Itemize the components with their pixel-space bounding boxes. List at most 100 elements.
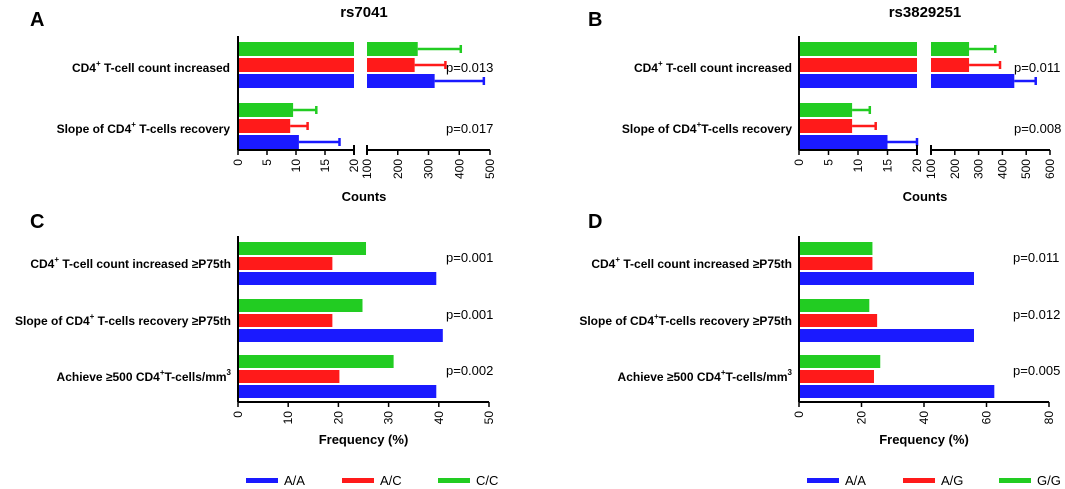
panel-d: D CD4+ T-cell count increased ≥P75th p=0.0… <box>579 211 1061 488</box>
category-label: CD4+ T-cell count increased <box>72 59 230 75</box>
x-tick-label: 300 <box>422 159 436 179</box>
x-tick-label: 40 <box>917 411 931 425</box>
x-tick-label: 40 <box>432 411 446 425</box>
bar-GG <box>799 299 870 312</box>
legend-label: A/A <box>284 473 305 488</box>
bar-CC <box>238 299 363 312</box>
panel-letter: A <box>30 9 44 31</box>
legend-label: G/G <box>1037 473 1061 488</box>
x-tick-label: 0 <box>792 159 806 166</box>
bar-AA <box>238 272 437 285</box>
p-value: p=0.005 <box>1013 363 1060 378</box>
p-value: p=0.001 <box>446 250 493 265</box>
bar-AA <box>238 385 437 398</box>
bar-CC <box>238 242 367 255</box>
p-value: p=0.011 <box>1013 250 1059 265</box>
x-tick-label: 60 <box>980 411 994 425</box>
bar-CC <box>367 42 418 56</box>
x-tick-label: 15 <box>318 159 332 173</box>
panel-letter: C <box>30 211 44 233</box>
legend-swatch <box>903 478 935 483</box>
bar-AC <box>238 257 333 270</box>
x-tick-label: 50 <box>482 411 496 425</box>
p-value: p=0.011 <box>1014 60 1060 75</box>
legend-swatch <box>342 478 374 483</box>
x-tick-label: 20 <box>331 411 345 425</box>
p-value: p=0.017 <box>446 121 493 136</box>
bar-AG <box>799 119 853 133</box>
chart-title: rs3829251 <box>889 4 962 21</box>
category-label: Achieve ≥500 CD4+T-cells/mm3 <box>57 368 232 384</box>
bar-CC <box>238 103 294 117</box>
legend-swatch <box>246 478 278 483</box>
x-tick-label: 0 <box>792 411 806 418</box>
legend: A/A A/C C/C <box>246 473 498 488</box>
x-tick-label: 400 <box>452 159 466 179</box>
bar-AA <box>238 135 299 149</box>
x-tick-label: 5 <box>822 159 836 166</box>
x-tick-label: 15 <box>881 159 895 173</box>
panel-letter: D <box>588 211 602 233</box>
category-label: CD4+ T-cell count increased <box>634 59 792 75</box>
bar-AC <box>367 58 415 72</box>
bar-AG <box>799 314 878 327</box>
chart-title: rs7041 <box>340 4 388 21</box>
p-value: p=0.001 <box>446 307 493 322</box>
x-tick-label: 300 <box>972 159 986 179</box>
panel-letter: B <box>588 9 602 31</box>
category-label: Slope of CD4+T-cells recovery ≥P75th <box>579 312 792 328</box>
legend-label: C/C <box>476 473 498 488</box>
x-axis-label: Frequency (%) <box>879 432 969 447</box>
bar-AC <box>238 370 340 383</box>
x-tick-label: 0 <box>231 159 245 166</box>
bar-GG <box>799 103 853 117</box>
bar-AA-segment1 <box>799 74 917 88</box>
x-tick-label: 100 <box>924 159 938 179</box>
category-label: CD4+ T-cell count increased ≥P75th <box>591 255 792 271</box>
bar-CC <box>238 355 394 368</box>
x-tick-label: 100 <box>360 159 374 179</box>
bar-AA <box>799 272 974 285</box>
x-axis-label: Frequency (%) <box>319 432 409 447</box>
category-label: Slope of CD4+ T-cells recovery ≥P75th <box>15 312 231 328</box>
bar-CC-segment1 <box>238 42 354 56</box>
x-tick-label: 500 <box>483 159 497 179</box>
bar-GG <box>799 355 881 368</box>
x-tick-label: 400 <box>995 159 1009 179</box>
bar-AA <box>799 329 974 342</box>
bar-AC <box>238 314 333 327</box>
panel-c: C CD4+ T-cell count increased ≥P75th p=0.0… <box>15 211 498 488</box>
category-label: Slope of CD4+T-cells recovery <box>622 120 792 136</box>
x-tick-label: 10 <box>851 159 865 173</box>
x-tick-label: 600 <box>1043 159 1057 179</box>
bar-AG <box>799 257 873 270</box>
legend: A/A A/G G/G <box>807 473 1061 488</box>
x-tick-label: 500 <box>1019 159 1033 179</box>
legend-label: A/G <box>941 473 963 488</box>
category-label: CD4+ T-cell count increased ≥P75th <box>30 255 231 271</box>
bar-AA <box>931 74 1015 88</box>
x-tick-label: 80 <box>1042 411 1056 425</box>
bar-AG <box>931 58 970 72</box>
p-value: p=0.008 <box>1014 121 1061 136</box>
bar-AC <box>238 119 291 133</box>
bar-GG <box>931 42 970 56</box>
bar-GG-segment1 <box>799 42 917 56</box>
x-tick-label: 10 <box>289 159 303 173</box>
bar-AA <box>238 329 443 342</box>
bar-AG <box>799 370 874 383</box>
bar-AA <box>367 74 435 88</box>
x-tick-label: 200 <box>948 159 962 179</box>
bar-AG-segment1 <box>799 58 917 72</box>
x-axis-label: Counts <box>903 189 948 204</box>
x-tick-label: 20 <box>910 159 924 173</box>
x-tick-label: 30 <box>382 411 396 425</box>
bar-AA-segment1 <box>238 74 354 88</box>
category-label: Achieve ≥500 CD4+T-cells/mm3 <box>618 368 793 384</box>
legend-swatch <box>438 478 470 483</box>
bar-GG <box>799 242 873 255</box>
legend-label: A/A <box>845 473 866 488</box>
p-value: p=0.012 <box>1013 307 1060 322</box>
